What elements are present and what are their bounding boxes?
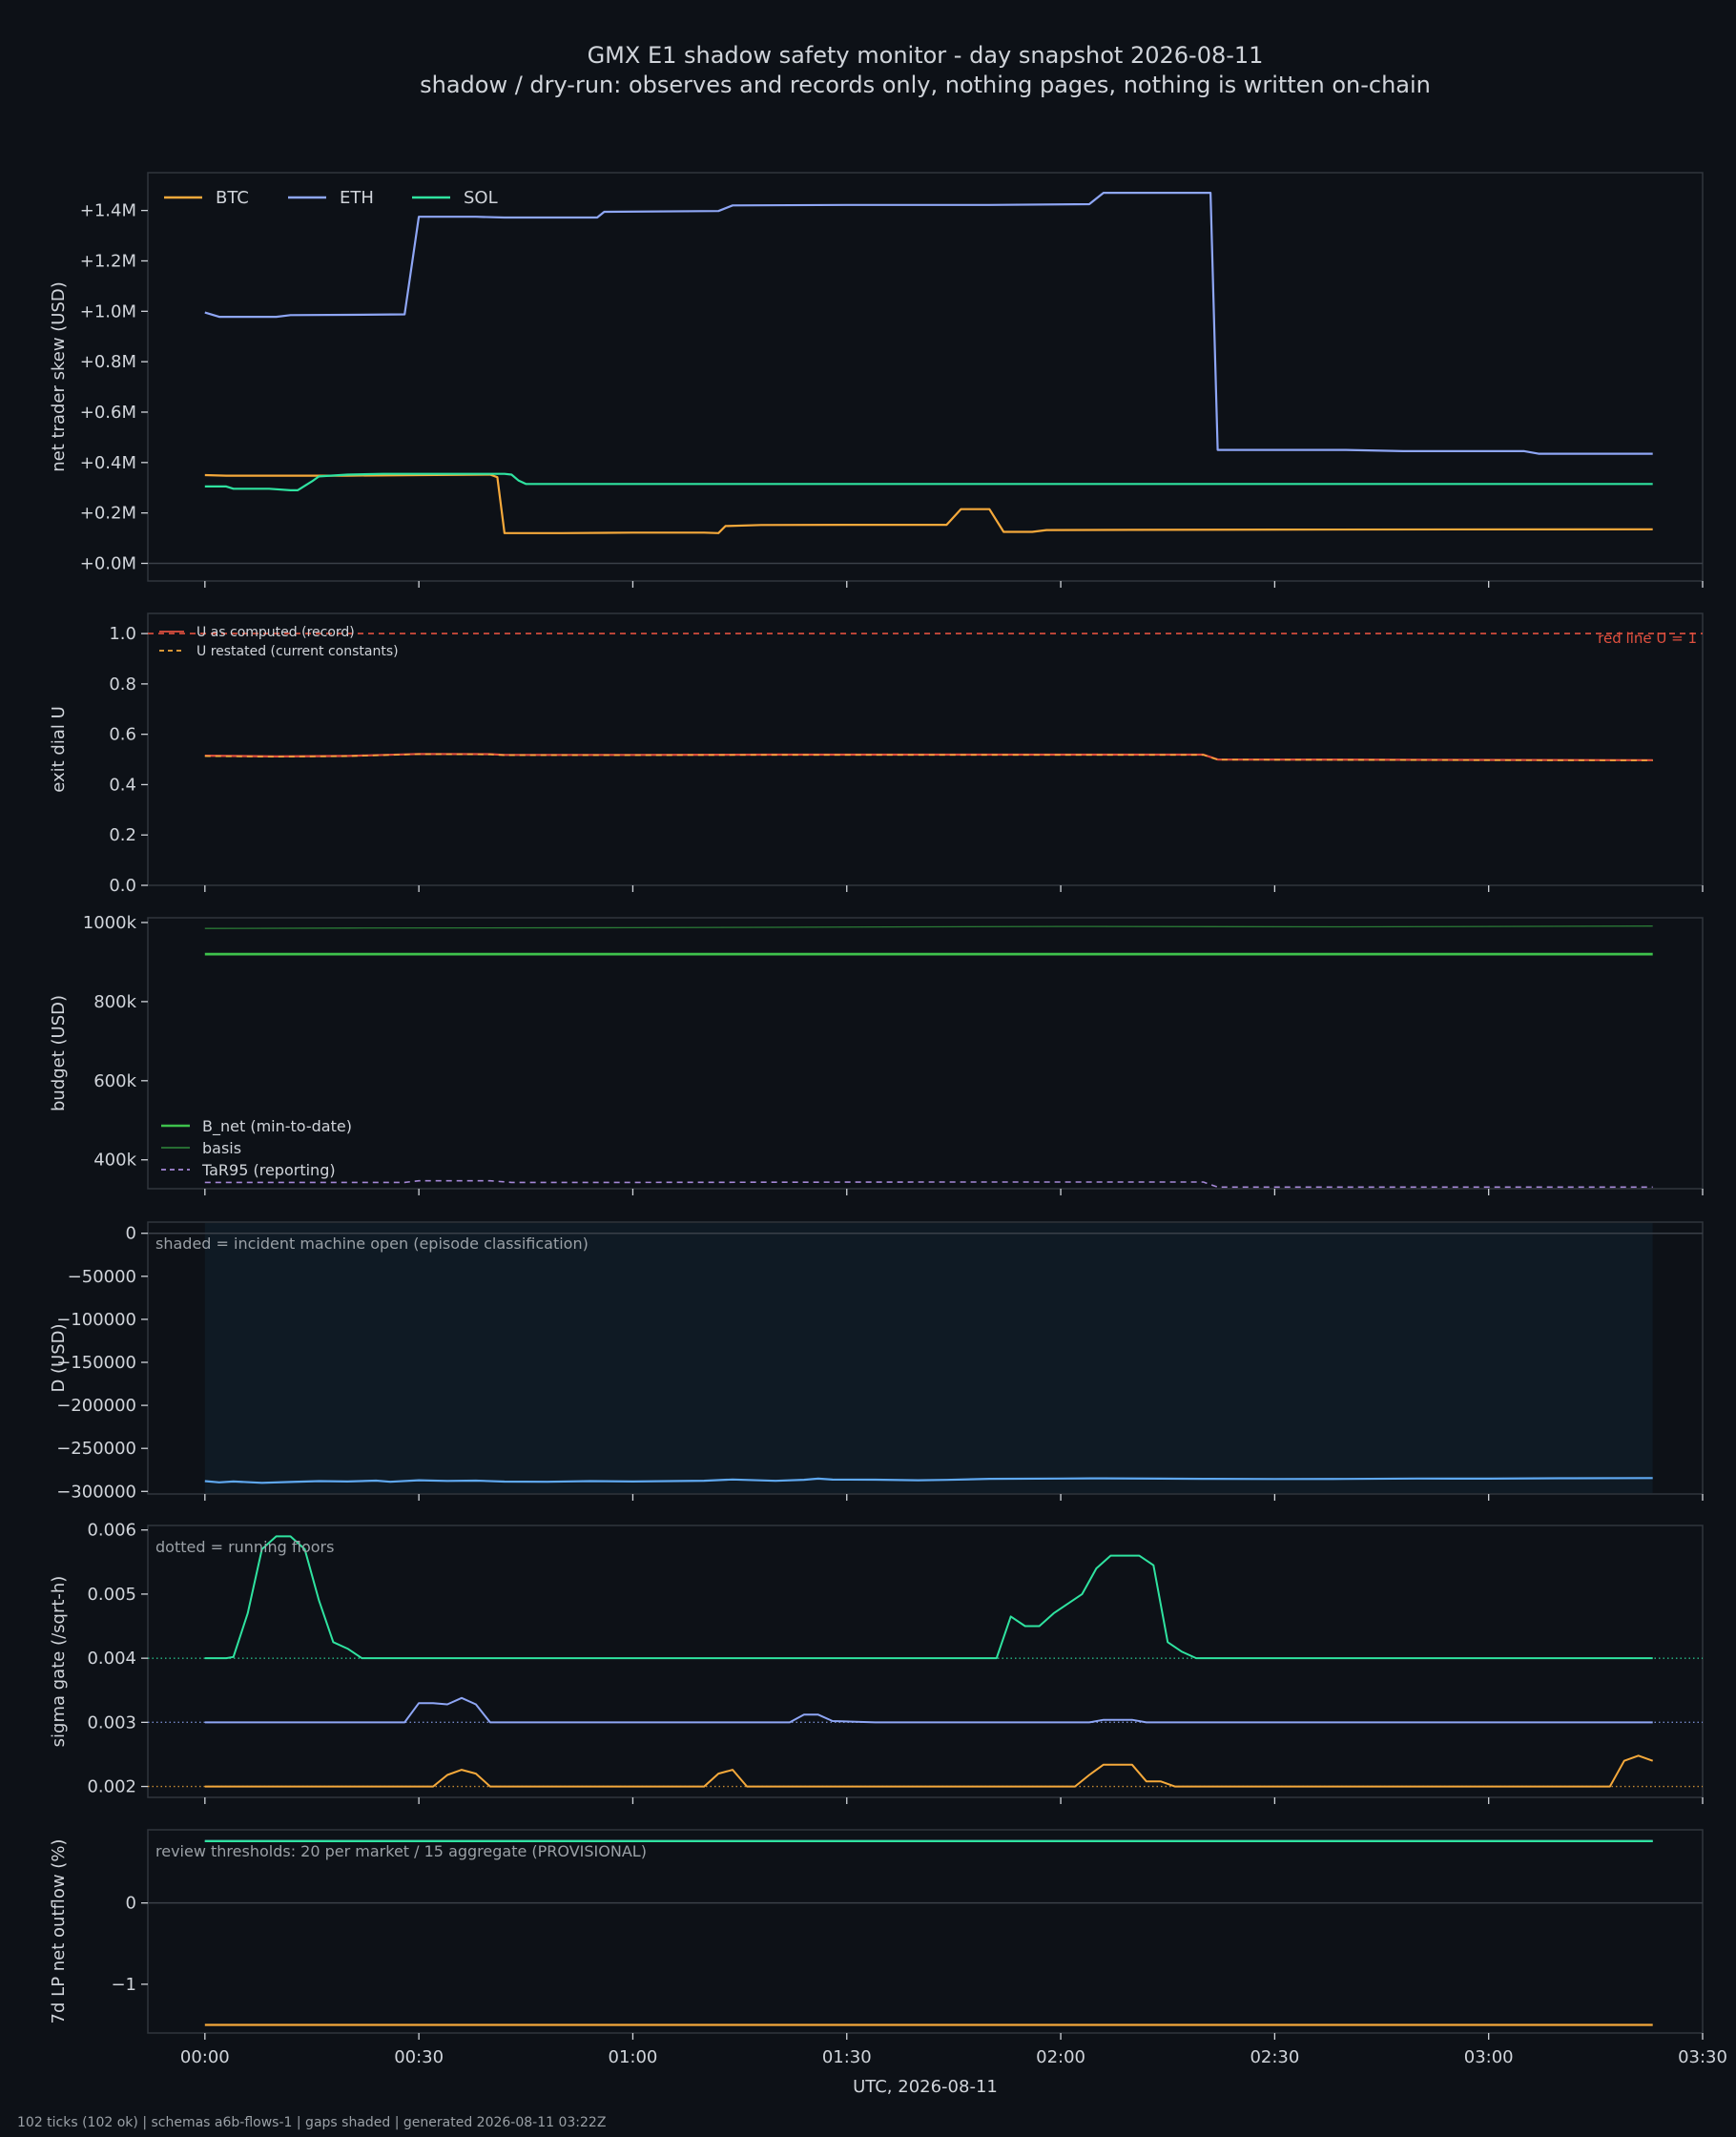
series-line-sol — [204, 472, 1653, 491]
y-tick-label: −250000 — [56, 1439, 136, 1459]
x-tick-label: 03:30 — [1678, 2047, 1727, 2067]
y-tick-label: −200000 — [56, 1396, 136, 1416]
y-tick-label: +0.0M — [80, 554, 136, 574]
panel-skew: +0.0M +0.2M +0.4M +0.6M +0.8M +1.0M +1.2M +1.4M… — [49, 172, 1704, 588]
x-tick-label: 00:30 — [394, 2047, 444, 2067]
y-tick-label: 0.005 — [87, 1585, 136, 1605]
series-line-eth — [204, 192, 1653, 455]
y-axis-label: exit dial U — [49, 706, 69, 793]
legend-label: B_net (min-to-date) — [202, 1117, 352, 1136]
panel-budget: 400k 600k 800k 1000k budget (USD) B_net (min-… — [49, 913, 1704, 1195]
y-tick-label: +1.0M — [80, 301, 136, 322]
legend-label: TaR95 (reporting) — [201, 1161, 336, 1179]
y-tick-label: 400k — [93, 1151, 136, 1171]
y-tick-label: +0.8M — [80, 352, 136, 372]
y-tick-label: +1.4M — [80, 201, 136, 221]
y-tick-label: −300000 — [56, 1482, 136, 1502]
panel-frame — [147, 172, 1704, 582]
series-line-basis — [204, 925, 1653, 929]
y-tick-label: 1000k — [83, 913, 137, 933]
y-tick-label: +0.6M — [80, 403, 136, 423]
chart-title: GMX E1 shadow safety monitor - day snaps… — [588, 42, 1264, 69]
footer-status: 102 ticks (102 ok) | schemas a6b-flows-1… — [17, 2115, 606, 2130]
legend-label: BTC — [216, 188, 249, 208]
series-line-tar95-reporting — [204, 1179, 1653, 1189]
y-tick-label: 600k — [93, 1071, 136, 1091]
y-tick-label: 0.004 — [87, 1649, 136, 1669]
y-tick-label: 800k — [93, 992, 136, 1012]
x-tick-label: 00:00 — [180, 2047, 230, 2067]
y-axis-label: D (USD) — [49, 1323, 69, 1392]
legend: BTC ETH SOL — [164, 188, 498, 208]
panel-exit_dial: 0.0 0.2 0.4 0.6 0.8 1.0 exit dial U red line U … — [49, 612, 1704, 896]
panel-frame — [147, 1829, 1704, 2034]
panel-d_usd: 0 −50000 −100000 −150000 −200000 −250000 −3000… — [49, 1221, 1704, 1502]
panel-annotation: dotted = running floors — [155, 1538, 334, 1556]
panel-annotation: review thresholds: 20 per market / 15 ag… — [155, 1842, 647, 1860]
y-tick-label: +0.4M — [80, 453, 136, 473]
y-tick-label: 0.006 — [87, 1521, 136, 1541]
y-tick-label: 0.4 — [109, 775, 136, 795]
panel-frame — [147, 612, 1704, 886]
y-tick-label: −150000 — [56, 1353, 136, 1373]
y-axis-label: budget (USD) — [49, 995, 69, 1111]
y-tick-label: 1.0 — [109, 624, 136, 644]
y-tick-label: 0 — [126, 1224, 136, 1244]
y-tick-label: +0.2M — [80, 504, 136, 524]
y-axis-label: sigma gate (/sqrt-h) — [49, 1576, 69, 1748]
legend: U as computed (record) U restated (curren… — [159, 625, 399, 659]
series-line-btc — [204, 473, 1653, 534]
x-tick-label: 02:30 — [1250, 2047, 1299, 2067]
x-axis-label: UTC, 2026-08-11 — [853, 2077, 998, 2097]
y-axis-label: net trader skew (USD) — [49, 281, 69, 472]
chart-subtitle: shadow / dry-run: observes and records o… — [420, 72, 1431, 98]
series-line-sol — [204, 1535, 1653, 1660]
x-tick-label: 02:00 — [1036, 2047, 1085, 2067]
series-line-btc — [204, 1754, 1654, 1788]
y-tick-label: 0.2 — [109, 825, 136, 845]
y-tick-label: −100000 — [56, 1310, 136, 1330]
y-tick-label: −50000 — [68, 1267, 136, 1287]
x-tick-label: 01:30 — [822, 2047, 872, 2067]
y-tick-label: −1 — [111, 1975, 136, 1995]
series-line-eth — [204, 1696, 1653, 1724]
x-tick-label: 01:00 — [609, 2047, 658, 2067]
legend-label: U as computed (record) — [196, 625, 355, 640]
panels: +0.0M +0.2M +0.4M +0.6M +0.8M +1.0M +1.2M +1.4M… — [49, 172, 1704, 2040]
legend-label: ETH — [340, 188, 374, 208]
incident-shade — [204, 1223, 1653, 1493]
y-axis-label: 7d LP net outflow (%) — [49, 1839, 69, 2024]
y-tick-label: 0.002 — [87, 1777, 136, 1797]
panel-lp_outflow: 0 −1 7d LP net outflow (%) review threshold… — [49, 1829, 1704, 2040]
series-line-d — [204, 1477, 1653, 1484]
panel-annotation: shaded = incident machine open (episode … — [155, 1234, 589, 1253]
panel-sigma: 0.002 0.003 0.004 0.005 0.006 sigma gate (/sq… — [49, 1521, 1704, 1804]
panel-frame — [147, 1525, 1704, 1798]
y-tick-label: 0.8 — [109, 674, 136, 695]
y-tick-label: 0 — [126, 1894, 136, 1914]
legend-label: SOL — [464, 188, 498, 208]
x-tick-label: 03:00 — [1464, 2047, 1514, 2067]
y-tick-label: +1.2M — [80, 251, 136, 271]
legend: B_net (min-to-date) basis TaR95 (reporting… — [161, 1117, 352, 1179]
red-line-label: red line U = 1 — [1598, 630, 1697, 647]
panel-frame — [147, 917, 1704, 1190]
panel-frame — [147, 1221, 1704, 1495]
y-tick-label: 0.003 — [87, 1712, 136, 1732]
legend-label: basis — [202, 1139, 241, 1157]
y-tick-label: 0.6 — [109, 725, 136, 745]
y-tick-label: 0.0 — [109, 876, 136, 896]
series-line-u-restated-current-constants — [204, 753, 1653, 761]
x-axis: 00:00 00:30 01:00 01:30 02:00 02:30 03:00 03:30… — [180, 2047, 1727, 2097]
legend-label: U restated (current constants) — [196, 644, 399, 659]
